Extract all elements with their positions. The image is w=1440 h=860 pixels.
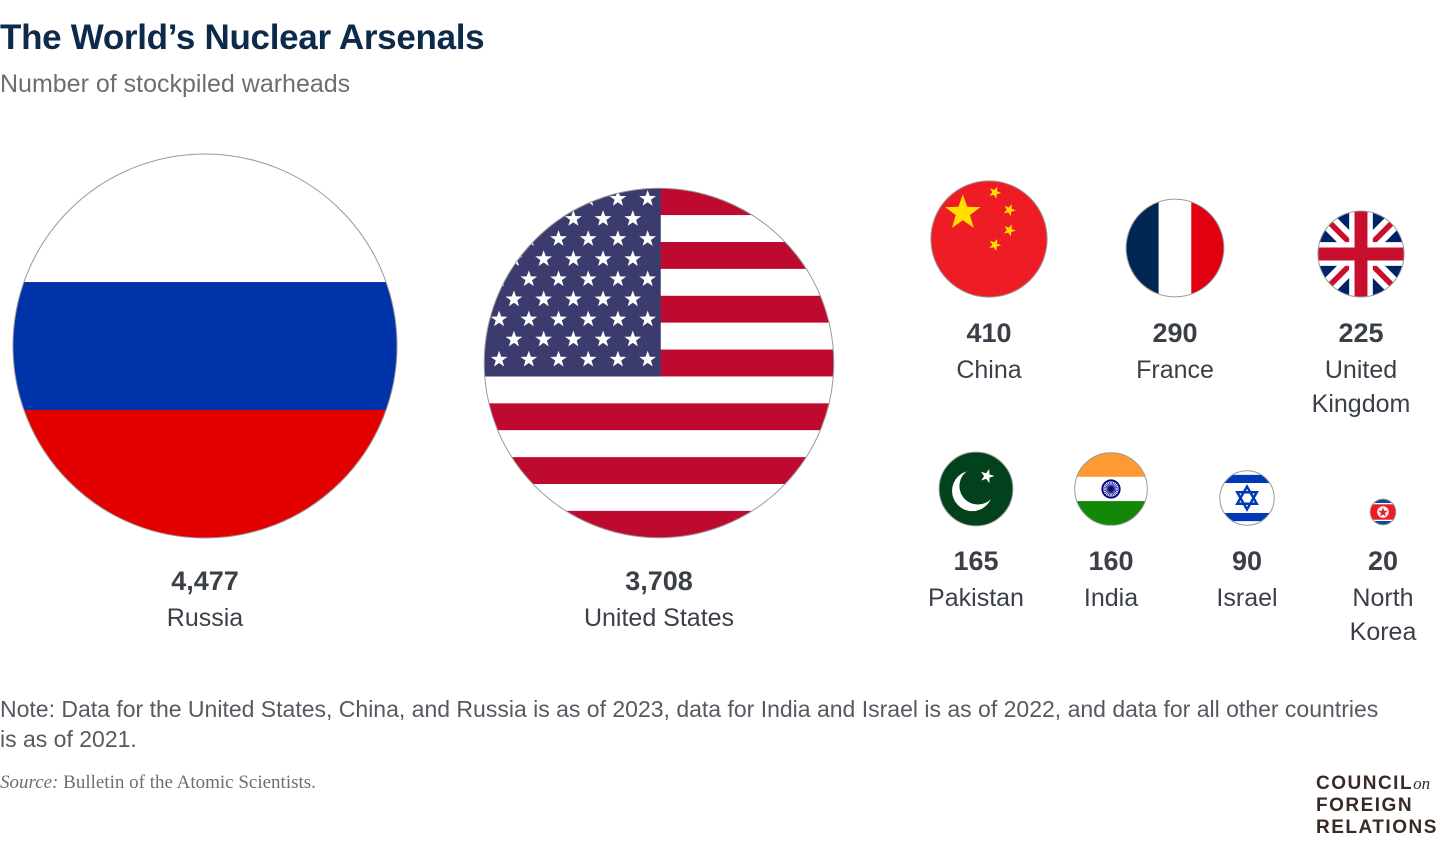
bubble-outline xyxy=(930,180,1048,298)
label-china: 410 China xyxy=(956,318,1021,387)
chart-note: Note: Data for the United States, China,… xyxy=(0,696,1379,752)
logo-line-3: RELATIONS xyxy=(1316,817,1438,838)
bubble-france xyxy=(1125,198,1225,298)
logo-line-1: COUNCIL xyxy=(1316,773,1414,794)
logo-on: on xyxy=(1413,774,1431,793)
label-pakistan: 165 Pakistan xyxy=(928,546,1024,615)
logo-line-2: FOREIGN xyxy=(1316,795,1414,816)
country-label: United States xyxy=(583,604,735,632)
russia-flag-icon xyxy=(12,153,398,539)
value-label: 410 xyxy=(966,318,1012,348)
chart-subtitle: Number of stockpiled warheads xyxy=(0,70,351,98)
bubble-china xyxy=(930,180,1048,298)
country-label: France xyxy=(1136,356,1214,384)
north-korea-flag-icon xyxy=(1370,499,1396,525)
usa-flag-icon xyxy=(484,188,834,538)
bubble-russia xyxy=(12,153,398,539)
bubble-usa xyxy=(483,187,835,539)
bubble-outline xyxy=(938,451,1014,527)
bubble-outline xyxy=(1074,452,1148,526)
source-line: Source: Bulletin of the Atomic Scientist… xyxy=(0,772,316,794)
bubble-north-korea xyxy=(1369,498,1397,526)
label-north-korea: 20 North Korea xyxy=(1350,546,1417,649)
bubble-pakistan xyxy=(938,451,1014,527)
bubble-outline xyxy=(12,153,398,539)
value-label: 160 xyxy=(1088,546,1134,576)
chart-title: The World’s Nuclear Arsenals xyxy=(0,18,485,57)
bubble-israel xyxy=(1219,470,1275,526)
cfr-logo: COUNCILon FOREIGN RELATIONS xyxy=(1316,773,1438,839)
value-label: 4,477 xyxy=(171,566,239,596)
bubble-outline xyxy=(1317,210,1405,298)
bubble-uk xyxy=(1317,210,1405,298)
country-label: Israel xyxy=(1216,584,1278,612)
value-label: 225 xyxy=(1338,318,1384,348)
value-label: 165 xyxy=(953,546,999,576)
label-france: 290 France xyxy=(1136,318,1214,387)
country-label: United Kingdom xyxy=(1311,356,1411,418)
country-label: North Korea xyxy=(1349,584,1417,646)
label-india: 160 India xyxy=(1084,546,1138,615)
label-usa: 3,708 United States xyxy=(584,566,734,635)
country-label: India xyxy=(1083,584,1139,612)
uk-flag-icon xyxy=(1317,210,1405,298)
label-israel: 90 Israel xyxy=(1216,546,1277,615)
value-label: 90 xyxy=(1231,546,1263,576)
country-label: China xyxy=(956,356,1022,384)
value-label: 3,708 xyxy=(625,566,693,596)
source-text: Bulletin of the Atomic Scientists. xyxy=(58,772,316,793)
value-label: 290 xyxy=(1152,318,1198,348)
china-flag-icon xyxy=(930,180,1048,298)
country-label: Pakistan xyxy=(928,584,1024,612)
label-uk: 225 United Kingdom xyxy=(1312,318,1411,421)
label-russia: 4,477 Russia xyxy=(167,566,243,635)
bubble-outline xyxy=(1219,470,1275,526)
bubble-plot xyxy=(12,153,1405,539)
bubble-outline xyxy=(1125,198,1225,298)
value-label: 20 xyxy=(1367,546,1399,576)
bubble-outline xyxy=(483,187,835,539)
bubble-india xyxy=(1074,452,1148,526)
source-label: Source: xyxy=(0,772,59,793)
country-label: Russia xyxy=(166,604,244,632)
pakistan-flag-icon xyxy=(939,452,1013,526)
bubble-outline xyxy=(1369,498,1397,526)
israel-flag-icon xyxy=(1219,470,1275,526)
